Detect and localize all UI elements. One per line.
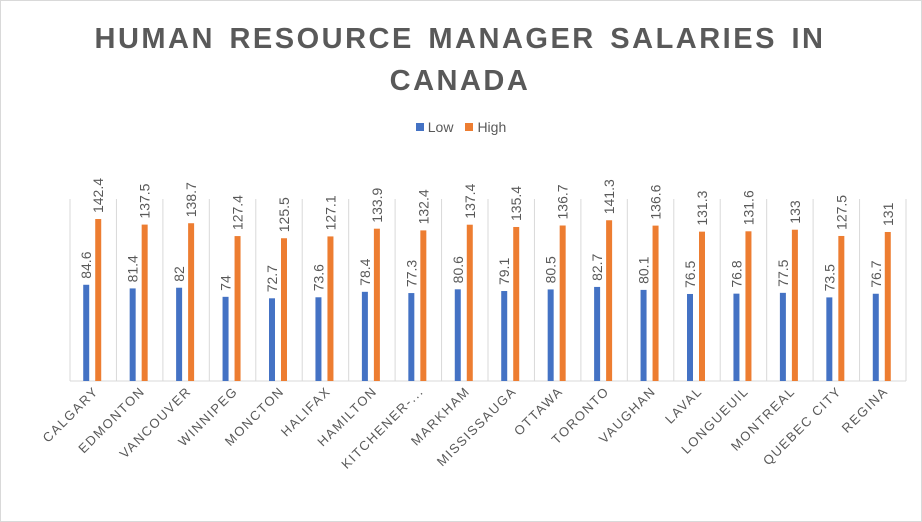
- data-label-high: 131.6: [740, 190, 756, 225]
- bar-high: [838, 235, 845, 381]
- bar-low: [547, 289, 554, 381]
- bar-high: [327, 236, 334, 381]
- data-label-high: 137.4: [462, 183, 478, 218]
- data-label-high: 137.5: [137, 183, 153, 218]
- data-label-low: 73.6: [310, 264, 326, 291]
- chart-title: HUMAN RESOURCE MANAGER SALARIES IN CANAD…: [94, 23, 826, 97]
- bar-high: [188, 223, 195, 381]
- bar-low: [454, 289, 461, 381]
- legend-label-high: High: [477, 119, 507, 135]
- bar-high: [141, 224, 148, 381]
- data-label-low: 82: [171, 266, 187, 282]
- bar-high: [420, 230, 427, 381]
- data-label-low: 76.7: [868, 260, 884, 287]
- bar-low: [687, 293, 693, 381]
- data-label-low: 79.1: [496, 258, 512, 285]
- data-label-low: 73.5: [821, 264, 837, 291]
- data-label-low: 72.7: [264, 265, 280, 292]
- x-tick-label: QUEBEC CITY: [760, 384, 845, 469]
- bar-high: [652, 225, 659, 381]
- x-tick-label: MISSISSAUGA: [434, 384, 520, 470]
- bar-high: [234, 236, 241, 381]
- data-label-low: 80.6: [450, 256, 466, 283]
- data-label-high: 125.5: [276, 197, 292, 232]
- data-label-low: 80.1: [636, 256, 652, 283]
- data-label-low: 82.7: [589, 253, 605, 280]
- legend: Low High: [0, 119, 922, 135]
- bar-low: [83, 284, 90, 381]
- bar-low: [315, 297, 322, 381]
- bar-low: [872, 293, 879, 381]
- bar-high: [791, 229, 798, 381]
- bar-low: [129, 288, 136, 381]
- data-label-low: 81.4: [125, 255, 141, 282]
- data-label-low: 76.5: [682, 261, 698, 288]
- bar-low: [408, 293, 415, 381]
- data-label-high: 133.9: [369, 187, 385, 222]
- bar-low: [361, 291, 368, 381]
- bar-high: [606, 220, 613, 381]
- data-label-high: 135.4: [508, 186, 524, 221]
- legend-swatch-low: [415, 123, 424, 131]
- data-label-high: 136.6: [648, 184, 664, 219]
- bar-low: [594, 286, 601, 381]
- x-tick-label: KITCHENER-...: [338, 384, 426, 472]
- data-label-low: 80.5: [543, 256, 559, 283]
- data-label-low: 76.8: [728, 260, 744, 287]
- bar-high: [559, 225, 566, 381]
- data-label-high: 136.7: [555, 184, 571, 219]
- x-tick-label: REGINA: [839, 384, 891, 436]
- bar-low: [640, 289, 647, 381]
- bar-high: [466, 224, 473, 381]
- legend-swatch-high: [465, 123, 474, 131]
- bar-low: [269, 298, 275, 381]
- legend-item-high: High: [465, 119, 506, 135]
- bar-high: [884, 231, 891, 381]
- bar-low: [501, 291, 508, 381]
- data-label-high: 133: [787, 200, 803, 224]
- bar-low: [779, 292, 786, 381]
- data-label-high: 131: [880, 202, 896, 226]
- bar-low: [733, 293, 740, 381]
- data-label-low: 78.4: [357, 258, 373, 285]
- bar-high: [513, 226, 520, 381]
- bar-high: [95, 219, 102, 381]
- bar-high: [281, 238, 287, 381]
- data-label-high: 138.7: [183, 182, 199, 217]
- data-label-high: 127.1: [322, 195, 338, 230]
- bar-low: [826, 297, 833, 381]
- data-label-high: 132.4: [415, 189, 431, 224]
- bar-low: [222, 296, 229, 381]
- bar-high: [373, 228, 380, 381]
- data-label-low: 74: [218, 275, 234, 291]
- data-label-low: 77.3: [403, 260, 419, 287]
- data-label-high: 131.3: [694, 190, 710, 225]
- bar-low: [176, 287, 183, 381]
- x-tick-label: LAVAL: [662, 384, 705, 427]
- data-label-high: 127.4: [230, 195, 246, 230]
- data-label-low: 77.5: [775, 259, 791, 286]
- legend-label-low: Low: [427, 119, 454, 135]
- data-label-high: 127.5: [833, 195, 849, 230]
- legend-item-low: Low: [415, 119, 454, 135]
- data-label-high: 141.3: [601, 179, 617, 214]
- data-label-low: 84.6: [78, 251, 94, 278]
- bar-high: [699, 231, 705, 381]
- data-label-high: 142.4: [90, 178, 106, 213]
- bar-high: [745, 231, 752, 381]
